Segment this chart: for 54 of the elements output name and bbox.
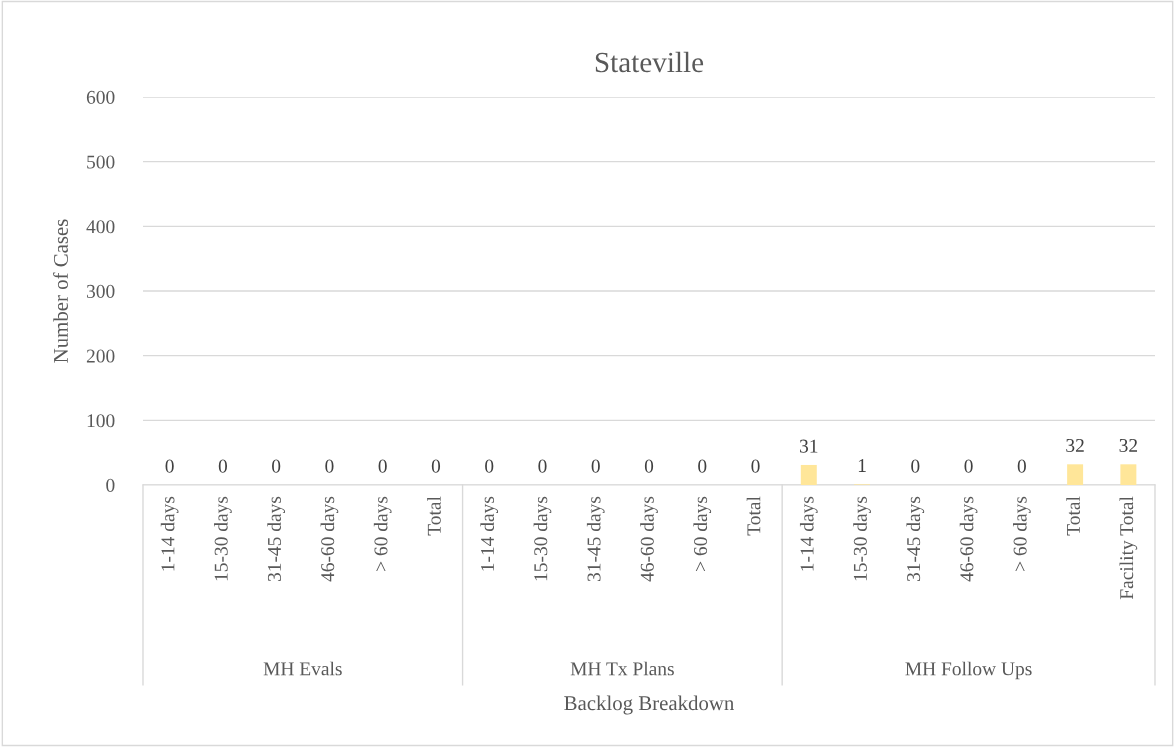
data-label: 0: [378, 459, 387, 473]
text: MH Tx Plans: [570, 661, 674, 676]
x-tick-label: Total: [746, 496, 761, 536]
y-tick-label: 400: [86, 220, 115, 234]
data-label: 0: [538, 459, 547, 473]
y-tick-label: 200: [86, 349, 115, 363]
bar: [1120, 464, 1137, 485]
x-tick-label: Total: [427, 496, 441, 536]
x-tick-label: 1-14 days: [799, 496, 818, 571]
data-label: 0: [698, 459, 707, 473]
data-label: 0: [272, 459, 281, 473]
data-label: 0: [1017, 459, 1026, 473]
y-tick-label: 100: [87, 414, 115, 428]
x-tick-label: 15-30 days: [853, 496, 871, 581]
data-label: 31: [800, 439, 818, 453]
x-tick-label: > 60 days: [1013, 496, 1031, 571]
x-tick-label: > 60 days: [693, 496, 712, 571]
x-tick-label: 46-60 days: [959, 496, 978, 582]
y-tick-label: 0: [106, 478, 115, 492]
chart-title: Stateville: [595, 51, 704, 73]
x-tick-label: 31-45 days: [586, 496, 605, 582]
y-tick-label: 600: [86, 90, 115, 104]
x-axis-title: Backlog Breakdown: [564, 695, 735, 715]
x-tick-label: 46-60 days: [640, 496, 658, 582]
data-label: 0: [751, 459, 760, 473]
data-label: 32: [1119, 438, 1138, 453]
data-label: 1: [858, 459, 866, 472]
x-tick-label: > 60 days: [373, 496, 392, 571]
bar: [800, 464, 817, 485]
data-label: 0: [644, 459, 654, 473]
bar: [1067, 464, 1084, 485]
data-label: 0: [218, 459, 228, 473]
y-tick-label: 500: [87, 155, 115, 169]
x-tick-label: 31-45 days: [267, 496, 285, 582]
x-tick-label: 1-14 days: [480, 496, 499, 571]
x-tick-label: 31-45 days: [906, 496, 925, 582]
x-tick-label: 15-30 days: [533, 496, 552, 581]
x-tick-label: 15-30 days: [214, 496, 232, 581]
text: MH Evals: [263, 661, 342, 676]
data-label: 0: [591, 459, 600, 473]
data-label: 0: [431, 459, 441, 473]
y-axis-title: Number of Cases: [53, 219, 68, 363]
data-label: 0: [485, 459, 494, 473]
x-tick-label: Total: [1066, 496, 1080, 536]
y-tick-label: 300: [86, 284, 115, 298]
data-label: 0: [964, 459, 973, 473]
data-label: 0: [911, 459, 920, 473]
data-label: 0: [325, 459, 334, 473]
x-tick-label: 46-60 days: [320, 496, 339, 582]
text: MH Follow Ups: [905, 661, 1032, 680]
x-tick-label: 1-14 days: [160, 496, 179, 571]
data-label: 0: [165, 459, 174, 473]
data-label: 32: [1066, 438, 1084, 453]
x-tick-label: Facility Total: [1119, 496, 1138, 600]
